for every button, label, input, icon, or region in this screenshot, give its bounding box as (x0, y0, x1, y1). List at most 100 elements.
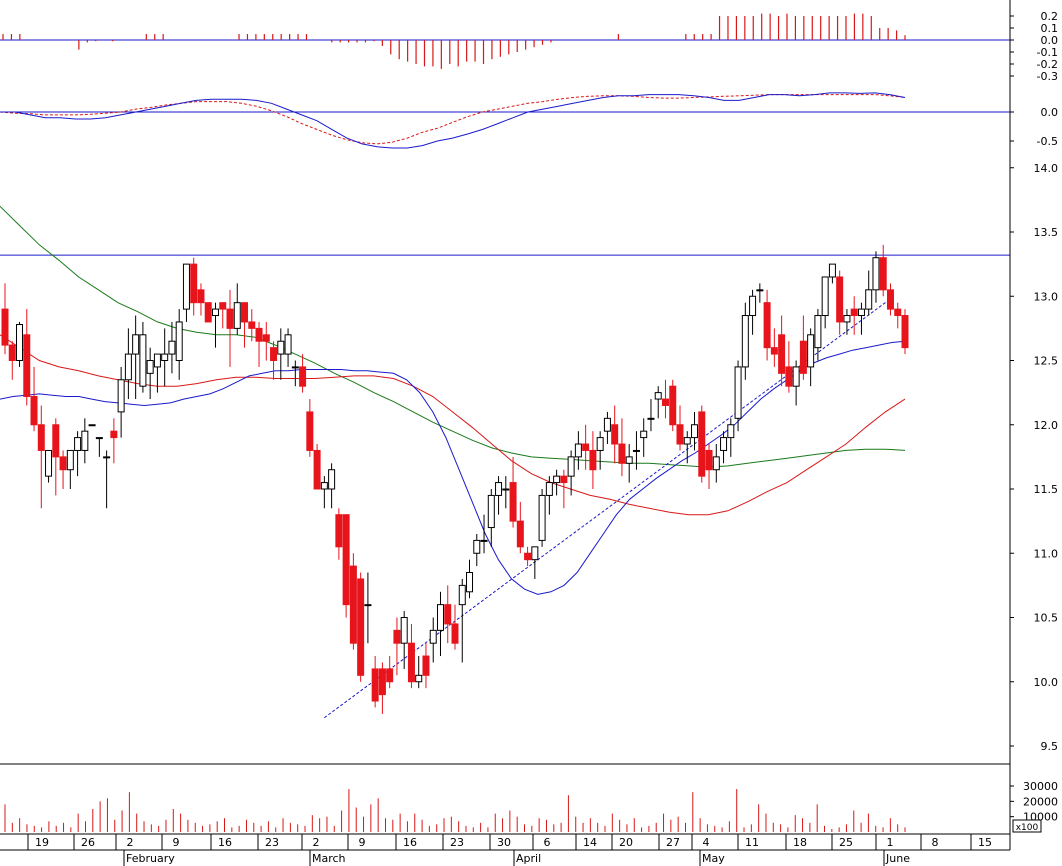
x-tick-label: 26 (81, 836, 95, 849)
candle-body (117, 379, 125, 413)
histogram-ytick-label: 0.1 (1041, 22, 1059, 35)
x-tick-label: 25 (839, 836, 853, 849)
macd-signal-line (0, 94, 906, 145)
month-label: April (516, 852, 541, 865)
candle-body (799, 340, 807, 374)
candle-body (618, 443, 626, 464)
candle-body (712, 456, 720, 471)
candle-body (248, 321, 256, 329)
candle-body (661, 398, 669, 406)
candle-body (349, 565, 357, 644)
price-ytick-label: 12.0 (1034, 419, 1059, 432)
candle-body (574, 443, 582, 458)
x-tick-label: 2 (127, 836, 134, 849)
candle-body (749, 295, 757, 317)
x-tick-label: 1 (887, 836, 894, 849)
macd-line (0, 92, 906, 149)
x-tick-label: 15 (978, 836, 992, 849)
moving-average-mid (0, 334, 906, 516)
moving-average-fast (0, 340, 906, 595)
candle-body (124, 353, 132, 381)
candle-body (705, 449, 713, 471)
candle-body (480, 539, 488, 542)
x-tick-label: 23 (450, 836, 464, 849)
price-ytick-label: 9.5 (1041, 740, 1059, 753)
candle-body (132, 334, 140, 355)
candle-body (364, 604, 372, 607)
histogram-ytick-label: -0.1 (1037, 46, 1058, 59)
candle-body (262, 334, 270, 342)
candle-body (386, 668, 394, 683)
candle-body (30, 395, 38, 426)
candle-body (335, 514, 343, 548)
candle-body (894, 308, 902, 317)
candle-body (45, 449, 53, 477)
candle-body (204, 302, 212, 323)
candle-body (567, 456, 575, 477)
candle-body (582, 443, 590, 451)
candle-body (495, 482, 503, 496)
candle-body (52, 424, 60, 458)
candle-body (8, 344, 16, 361)
candle-body (139, 334, 147, 387)
candle-body (299, 366, 307, 387)
x-tick-label: 6 (544, 836, 551, 849)
histogram-ytick-label: 0.2 (1041, 10, 1059, 23)
candle-body (473, 539, 481, 554)
candle-body (516, 520, 524, 548)
candle-body (640, 430, 648, 439)
month-label: May (702, 852, 725, 865)
candle-body (828, 263, 836, 278)
candle-body (531, 546, 539, 561)
histogram-ytick-label: -0.2 (1037, 58, 1058, 71)
candle-body (371, 668, 379, 702)
candle-body (669, 385, 677, 426)
x-tick-label: 16 (218, 836, 232, 849)
price-panel: 14.0 13.5 13.0 12.5 12.0 11.5 11.0 10.5 10.0 9.5 (0, 162, 1058, 753)
candle-body (727, 424, 735, 439)
moving-average-slow (0, 205, 906, 468)
candle-body (436, 604, 444, 631)
x-tick-label: 11 (745, 836, 759, 849)
candle-body (509, 482, 517, 522)
candle-body (741, 315, 749, 368)
candle-body (37, 424, 45, 451)
volume-ytick-label: 20000 (1023, 795, 1058, 808)
x-tick-label: 30 (497, 836, 511, 849)
volume-ytick-label: 30000 (1023, 780, 1058, 793)
candle-body (23, 334, 31, 397)
price-ytick-label: 13.5 (1034, 226, 1059, 239)
candle-body (270, 347, 278, 361)
macd-panel: 0.0 -0.5 (0, 92, 1058, 149)
x-tick-label: 20 (619, 836, 633, 849)
candle-body (219, 302, 227, 310)
price-ytick-label: 11.5 (1034, 483, 1059, 496)
candle-body (175, 321, 183, 362)
histogram-panel: 0.20.10.0-0.1-0.2-0.3 (0, 10, 1058, 83)
candle-body (807, 334, 815, 368)
candle-body (451, 623, 459, 644)
candle-body (357, 578, 365, 676)
candle-body (255, 327, 263, 342)
candle-body (502, 488, 510, 491)
price-ytick-label: 14.0 (1034, 162, 1059, 175)
candle-body (850, 308, 858, 317)
candle-body (393, 629, 401, 644)
candle-body (778, 334, 786, 374)
x-tick-label: 18 (793, 836, 807, 849)
x-tick-label: 2 (313, 836, 320, 849)
candle-body (720, 437, 728, 451)
price-ytick-label: 11.0 (1034, 547, 1059, 560)
candle-body (603, 417, 611, 432)
candle-body (756, 289, 764, 292)
x-tick-label: 16 (403, 836, 417, 849)
candle-body (698, 411, 706, 477)
candle-body (429, 629, 437, 644)
candle-body (320, 482, 328, 490)
candle-body (400, 617, 408, 644)
candle-body (277, 340, 285, 355)
month-label: February (126, 852, 175, 865)
candle-body (81, 430, 89, 451)
